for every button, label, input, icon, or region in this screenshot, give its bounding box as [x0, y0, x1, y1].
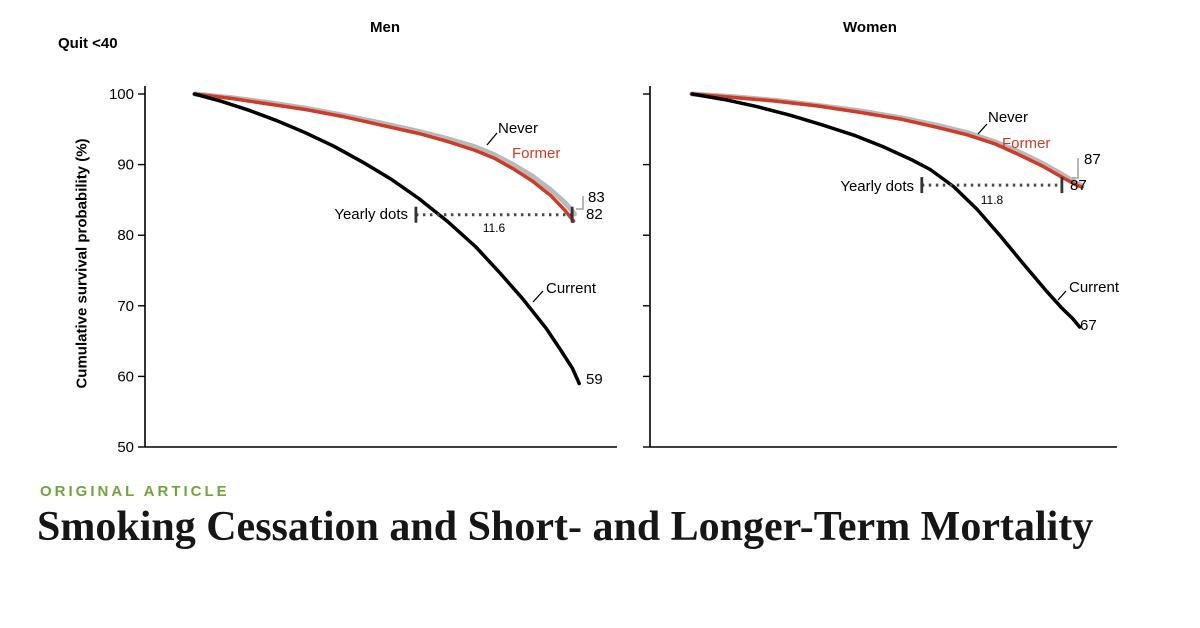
end-value-never-women: 87 — [1084, 151, 1101, 168]
series-label-current-women: Current — [1069, 279, 1120, 296]
former-curve — [192, 92, 576, 223]
panel-title-men: Men — [370, 19, 400, 36]
panel-title-women: Women — [843, 19, 897, 36]
figure-canvas: 100 90 80 70 60 50 — [109, 86, 1117, 456]
subgroup-label: Quit <40 — [58, 35, 118, 52]
former-curve — [690, 92, 1084, 189]
yearly-dots-label-women: Yearly dots — [840, 178, 914, 195]
y-tick-label: 100 — [109, 86, 134, 103]
y-tick-label: 90 — [117, 157, 134, 174]
series-label-never-women: Never — [988, 109, 1029, 126]
series-label-former-men: Former — [512, 145, 561, 162]
y-tick-label: 70 — [117, 298, 134, 315]
end-value-current-women: 67 — [1080, 317, 1097, 334]
label-leader-line — [1057, 290, 1067, 301]
series-label-former-women: Former — [1002, 135, 1051, 152]
current-curve — [192, 92, 581, 386]
article-title: Smoking Cessation and Short- and Longer-… — [37, 504, 1094, 550]
end-label-connector — [576, 196, 584, 210]
current-curve — [690, 92, 1082, 329]
end-label-connector — [1072, 158, 1079, 179]
end-value-current-men: 59 — [586, 371, 603, 388]
y-tick-label: 50 — [117, 439, 134, 456]
series-label-current-men: Current — [546, 280, 597, 297]
end-value-never-men: 83 — [588, 189, 605, 206]
y-tick-label: 80 — [117, 227, 134, 244]
label-leader-line — [977, 123, 988, 135]
end-value-former-men: 82 — [586, 206, 603, 223]
y-tick-label: 60 — [117, 368, 134, 385]
label-leader-line — [486, 132, 498, 146]
y-axis-title: Cumulative survival probability (%) — [73, 138, 91, 389]
yearly-dots-value-women: 11.8 — [980, 193, 1004, 207]
label-leader-line — [532, 290, 544, 303]
end-value-former-women: 87 — [1070, 177, 1087, 194]
yearly-dots-value-men: 11.6 — [482, 221, 506, 235]
article-kicker: ORIGINAL ARTICLE — [40, 483, 230, 500]
yearly-dots-label-men: Yearly dots — [334, 206, 408, 223]
series-label-never-men: Never — [498, 120, 539, 137]
